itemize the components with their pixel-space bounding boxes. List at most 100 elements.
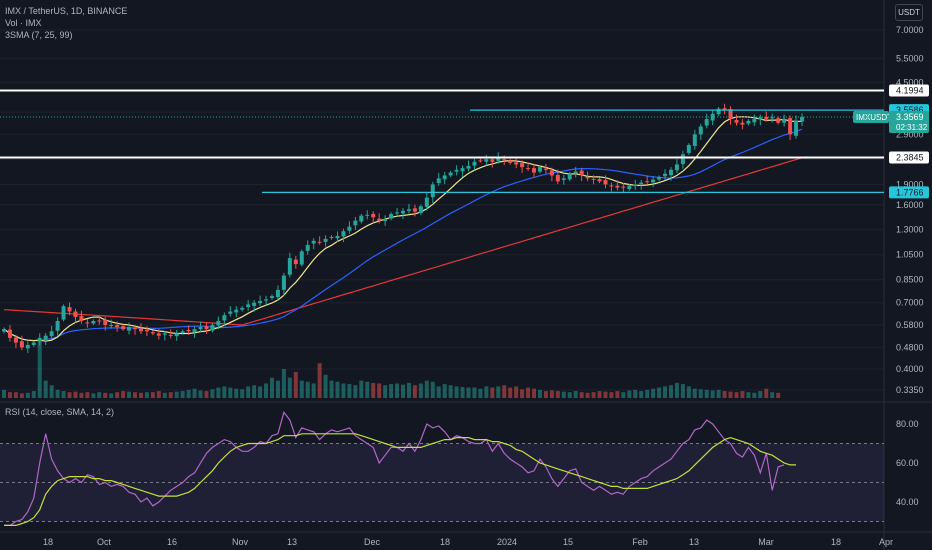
- symbol-tag-label: IMXUSDT: [856, 113, 892, 122]
- candle-body: [311, 240, 316, 244]
- volume-bar: [234, 388, 239, 398]
- candle-body: [668, 169, 673, 176]
- volume-bar: [168, 392, 173, 398]
- price-axis: 7.00005.50004.50003.50002.90002.35001.90…: [0, 25, 929, 507]
- volume-bar: [561, 391, 566, 398]
- price-tick-label: 4.5000: [896, 77, 924, 87]
- candle-body: [490, 159, 495, 162]
- candle-body: [597, 179, 602, 182]
- volume-bar: [377, 383, 382, 398]
- date-tick-label: 18: [43, 537, 53, 547]
- candle-body: [37, 337, 42, 342]
- volume-bar: [299, 380, 304, 398]
- volume-bar: [401, 384, 405, 398]
- volume-bar: [55, 389, 60, 398]
- candle-body: [216, 320, 221, 326]
- volume-bar: [585, 392, 590, 398]
- sma-line[interactable]: 3SMA (7, 25, 99): [5, 30, 73, 40]
- candle-body: [478, 160, 483, 162]
- volume-bar: [61, 391, 66, 398]
- date-tick-label: Mar: [758, 537, 774, 547]
- candle-body: [514, 162, 519, 165]
- candle-body: [424, 197, 429, 207]
- candle-body: [323, 238, 328, 242]
- candle-body: [484, 159, 489, 162]
- price-tick-label: 1.3000: [896, 224, 924, 234]
- candle-body: [281, 275, 286, 290]
- volume-bar: [49, 385, 54, 398]
- symbol-line[interactable]: IMX / TetherUS, 1D, BINANCE: [5, 6, 128, 16]
- volume-bar: [144, 392, 149, 398]
- rsi-line: [4, 410, 785, 527]
- volume-bar: [389, 384, 394, 398]
- volume-bar: [305, 381, 310, 398]
- volume-line[interactable]: Vol · IMX: [5, 18, 42, 28]
- volume-bar: [657, 387, 662, 398]
- volume-bar: [204, 391, 209, 398]
- candle-body: [752, 119, 757, 123]
- candle-body: [329, 236, 334, 238]
- volume-bar: [698, 389, 703, 398]
- candle-body: [246, 304, 251, 307]
- volume-bar: [383, 385, 388, 398]
- volume-bar: [704, 389, 709, 398]
- candle-body: [782, 119, 787, 123]
- volume-bar: [240, 389, 245, 398]
- volume-bar: [514, 386, 519, 398]
- candle-body: [412, 208, 417, 212]
- volume-bar: [359, 380, 364, 398]
- candle-body: [567, 173, 572, 180]
- volume-bar: [746, 392, 751, 398]
- rsi-band: [0, 443, 884, 522]
- volume-bar: [532, 388, 537, 398]
- date-tick-label: 18: [831, 537, 841, 547]
- volume-bar: [639, 391, 644, 398]
- volume-bar: [686, 386, 691, 398]
- price-tick-label: 0.3350: [896, 385, 924, 395]
- candle-body: [770, 117, 775, 119]
- volume-bar: [150, 392, 155, 398]
- candle-body: [49, 331, 54, 337]
- volume-bar: [91, 393, 96, 398]
- volume-bar: [25, 392, 30, 398]
- rsi-tick-label: 80.00: [896, 419, 919, 429]
- candle-body: [776, 118, 781, 123]
- volume-bar: [216, 387, 221, 398]
- volume-bar: [406, 382, 411, 398]
- candle-body: [228, 311, 233, 314]
- volume-bar: [347, 384, 352, 398]
- price-tick-label: 0.4000: [896, 364, 924, 374]
- volume-bar: [311, 383, 316, 398]
- price-tick-label: 1.6000: [896, 200, 924, 210]
- candle-body: [496, 157, 501, 161]
- candle-body: [734, 120, 739, 123]
- candle-body: [252, 302, 257, 306]
- volume-bar: [663, 386, 668, 398]
- price-tick-label: 7.0000: [896, 25, 924, 35]
- candle-body: [168, 334, 173, 336]
- volume-bar: [674, 382, 679, 398]
- date-tick-label: Feb: [632, 537, 648, 547]
- rsi-legend[interactable]: RSI (14, close, SMA, 14, 2): [5, 407, 115, 417]
- volume-bar: [490, 387, 495, 398]
- volume-bar: [133, 392, 138, 398]
- candle-body: [532, 168, 537, 173]
- volume-bar: [573, 391, 578, 398]
- volume-bar: [323, 374, 328, 398]
- currency-button[interactable]: USDT: [895, 4, 923, 21]
- candle-body: [371, 213, 376, 218]
- volume-bar: [138, 392, 143, 398]
- candle-body: [561, 178, 566, 180]
- date-tick-label: Apr: [879, 537, 893, 547]
- volume-bar: [264, 383, 269, 398]
- candle-body: [472, 161, 477, 166]
- candle-body: [579, 170, 584, 176]
- price-tick-label: 2.9000: [896, 129, 924, 139]
- candle-body: [704, 119, 709, 126]
- candle-body: [377, 218, 382, 221]
- candle-body: [127, 327, 132, 331]
- candle-body: [25, 344, 30, 349]
- candle-body: [180, 331, 185, 333]
- volume-bars: [2, 340, 781, 398]
